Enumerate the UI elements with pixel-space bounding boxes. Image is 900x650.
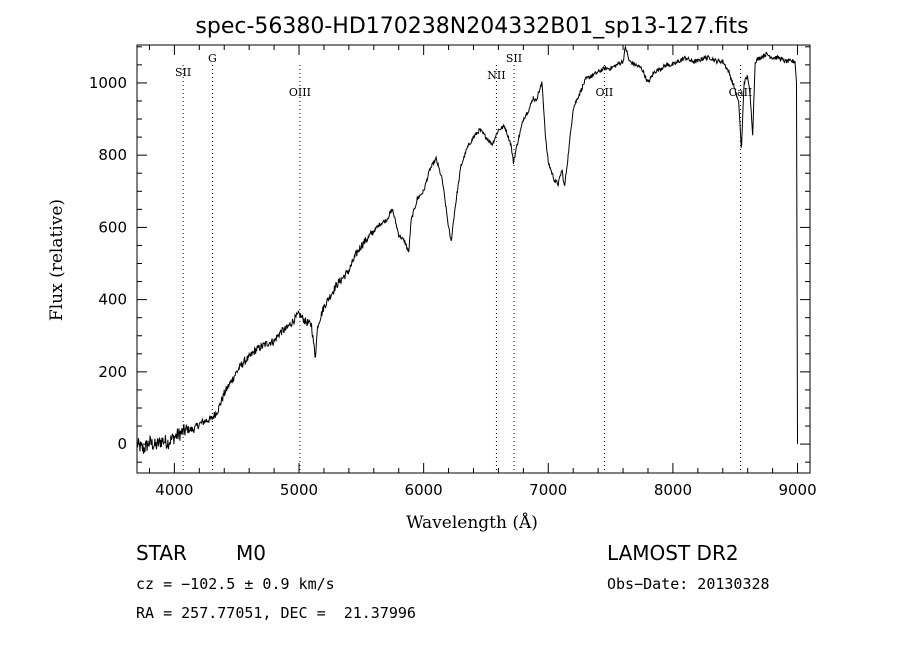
subclass: M0 [236,541,266,565]
object-type: STAR [136,541,187,565]
x-tick-label: 8000 [654,481,692,499]
velocity: cz = −102.5 ± 0.9 km/s [136,575,335,593]
chart-title: spec-56380-HD170238N204332B01_sp13-127.f… [195,14,748,39]
x-axis-label: Wavelength (Å) [406,512,538,533]
y-axis-label: Flux (relative) [47,199,67,321]
x-tick-label: 6000 [405,481,443,499]
line-marker-label: NII [487,69,505,82]
x-tick-label: 5000 [280,481,318,499]
obs-date: Obs−Date: 20130328 [607,575,770,593]
line-marker-label: G [208,52,217,65]
y-tick-label: 600 [98,218,127,236]
line-marker-label: OII [596,86,614,99]
x-tick-label: 7000 [529,481,567,499]
y-axis: 0 200 400 600 800 1000 [89,46,810,463]
line-marker-label: OIII [289,86,311,99]
y-tick-label: 200 [98,363,127,381]
y-tick-label: 0 [117,435,127,453]
plot-frame [136,44,811,474]
y-tick-label: 800 [98,146,127,164]
survey-name: LAMOST DR2 [607,541,739,565]
x-axis: 4000 5000 6000 7000 8000 9000 [148,45,817,499]
y-tick-label: 1000 [89,74,127,92]
coordinates: RA = 257.77051, DEC = 21.37996 [136,604,416,622]
spectrum-chart: spec-56380-HD170238N204332B01_sp13-127.f… [47,14,817,533]
line-marker-label: SII [506,52,522,65]
spectrum-line [136,45,798,454]
line-marker-label: SII [175,66,191,79]
y-tick-label: 400 [98,291,127,309]
x-tick-label: 4000 [155,481,193,499]
x-tick-label: 9000 [778,481,816,499]
line-marker-label: CaII [729,86,753,99]
